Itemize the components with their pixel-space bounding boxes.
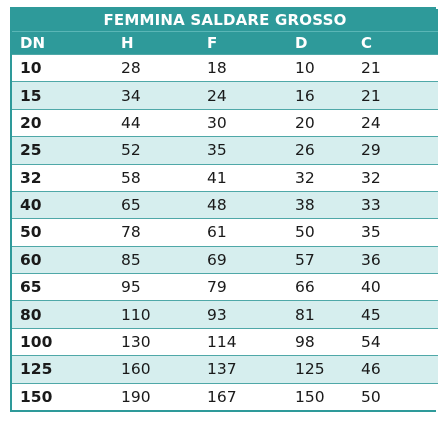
cell-c: 36 xyxy=(361,245,439,274)
table-row: 150 190 167 150 50 xyxy=(12,382,439,410)
cell-dn: 100 xyxy=(12,327,121,356)
table-row: 80 110 93 81 45 xyxy=(12,300,439,329)
table-row: 60 85 69 57 36 xyxy=(12,245,439,274)
cell-c: 40 xyxy=(361,272,439,301)
cell-dn: 20 xyxy=(12,108,121,137)
table-title: FEMMINA SALDARE GROSSO xyxy=(12,9,439,32)
cell-d: 26 xyxy=(295,136,361,164)
cell-f: 69 xyxy=(207,245,295,274)
table-row: 40 65 48 38 33 xyxy=(12,190,439,219)
column-header-dn: DN xyxy=(12,31,121,55)
cell-c: 45 xyxy=(361,300,439,329)
column-header-h: H xyxy=(121,31,207,55)
cell-dn: 65 xyxy=(12,272,121,301)
cell-f: 167 xyxy=(207,382,295,410)
cell-dn: 40 xyxy=(12,190,121,219)
cell-f: 137 xyxy=(207,355,295,383)
table-row: 125 160 137 125 46 xyxy=(12,355,439,383)
cell-d: 16 xyxy=(295,81,361,110)
cell-dn: 50 xyxy=(12,218,121,247)
cell-h: 95 xyxy=(121,272,207,301)
cell-f: 61 xyxy=(207,218,295,247)
cell-h: 160 xyxy=(121,355,207,383)
cell-dn: 15 xyxy=(12,81,121,110)
cell-d: 81 xyxy=(295,300,361,329)
column-header-f: F xyxy=(207,31,295,55)
table-body: 10 28 18 10 21 15 34 24 16 21 20 44 30 20 24 25 52 35 26 29… xyxy=(12,53,439,410)
cell-f: 79 xyxy=(207,272,295,301)
table-row: 10 28 18 10 21 xyxy=(12,53,439,82)
cell-f: 18 xyxy=(207,53,295,82)
cell-dn: 125 xyxy=(12,355,121,383)
cell-dn: 150 xyxy=(12,382,121,410)
table-row: 50 78 61 50 35 xyxy=(12,218,439,247)
cell-c: 29 xyxy=(361,136,439,164)
dimension-table-container: FEMMINA SALDARE GROSSO DN H F D C 10 28 18… xyxy=(10,7,439,412)
cell-h: 78 xyxy=(121,218,207,247)
table-row: 65 95 79 66 40 xyxy=(12,272,439,301)
cell-c: 33 xyxy=(361,190,439,219)
cell-c: 24 xyxy=(361,108,439,137)
table-row: 20 44 30 20 24 xyxy=(12,108,439,137)
cell-f: 35 xyxy=(207,136,295,164)
cell-c: 21 xyxy=(361,81,439,110)
cell-d: 66 xyxy=(295,272,361,301)
cell-c: 46 xyxy=(361,355,439,383)
cell-c: 50 xyxy=(361,382,439,410)
cell-f: 93 xyxy=(207,300,295,329)
table-row: 25 52 35 26 29 xyxy=(12,136,439,164)
cell-c: 32 xyxy=(361,163,439,192)
column-header-c: C xyxy=(361,31,439,55)
table-header-row: DN H F D C xyxy=(12,31,439,55)
cell-h: 44 xyxy=(121,108,207,137)
table-row: 32 58 41 32 32 xyxy=(12,163,439,192)
cell-d: 150 xyxy=(295,382,361,410)
cell-h: 85 xyxy=(121,245,207,274)
cell-d: 38 xyxy=(295,190,361,219)
cell-h: 52 xyxy=(121,136,207,164)
cell-dn: 60 xyxy=(12,245,121,274)
cell-d: 125 xyxy=(295,355,361,383)
cell-h: 130 xyxy=(121,327,207,356)
cell-dn: 80 xyxy=(12,300,121,329)
table-row: 15 34 24 16 21 xyxy=(12,81,439,110)
cell-f: 114 xyxy=(207,327,295,356)
cell-c: 21 xyxy=(361,53,439,82)
cell-c: 54 xyxy=(361,327,439,356)
table-title-row: FEMMINA SALDARE GROSSO xyxy=(12,9,439,32)
cell-d: 57 xyxy=(295,245,361,274)
cell-h: 190 xyxy=(121,382,207,410)
cell-dn: 32 xyxy=(12,163,121,192)
cell-f: 24 xyxy=(207,81,295,110)
cell-d: 20 xyxy=(295,108,361,137)
column-header-d: D xyxy=(295,31,361,55)
cell-h: 110 xyxy=(121,300,207,329)
cell-f: 41 xyxy=(207,163,295,192)
cell-dn: 25 xyxy=(12,136,121,164)
cell-h: 34 xyxy=(121,81,207,110)
cell-h: 65 xyxy=(121,190,207,219)
cell-d: 50 xyxy=(295,218,361,247)
dimension-table: FEMMINA SALDARE GROSSO DN H F D C 10 28 18… xyxy=(12,9,439,410)
cell-d: 98 xyxy=(295,327,361,356)
cell-d: 10 xyxy=(295,53,361,82)
cell-f: 48 xyxy=(207,190,295,219)
cell-h: 58 xyxy=(121,163,207,192)
cell-dn: 10 xyxy=(12,53,121,82)
cell-f: 30 xyxy=(207,108,295,137)
cell-c: 35 xyxy=(361,218,439,247)
table-row: 100 130 114 98 54 xyxy=(12,327,439,356)
cell-h: 28 xyxy=(121,53,207,82)
cell-d: 32 xyxy=(295,163,361,192)
